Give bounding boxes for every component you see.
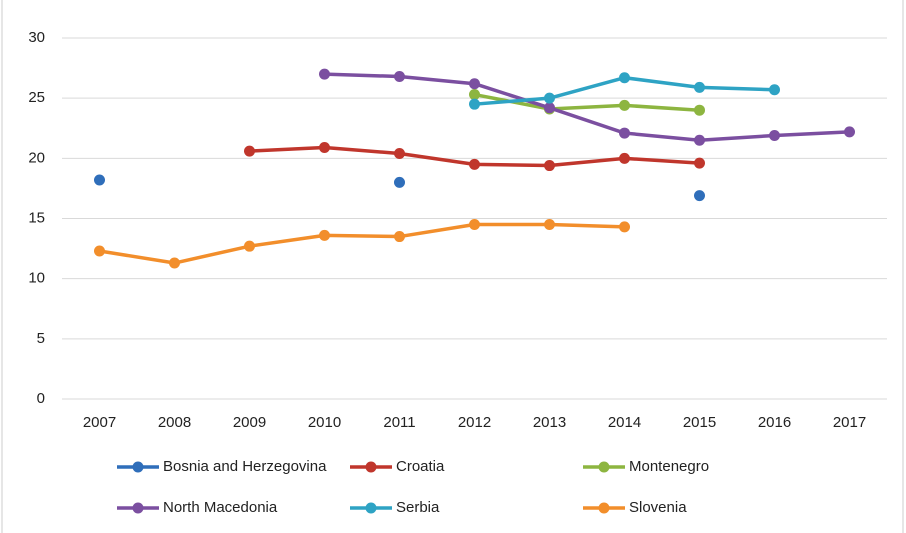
series-marker [619, 221, 630, 233]
series-marker [619, 72, 630, 84]
x-tick-label: 2015 [683, 414, 716, 431]
series-marker [694, 81, 705, 93]
legend-label: North Macedonia [163, 499, 278, 516]
x-tick-label: 2017 [833, 414, 866, 431]
series-marker [694, 190, 705, 202]
series-line [324, 72, 850, 143]
legend-marker [598, 461, 610, 473]
series-marker [394, 71, 405, 83]
series-marker [619, 127, 630, 139]
series-marker [469, 78, 480, 90]
x-tick-label: 2010 [308, 414, 341, 431]
series-marker [619, 99, 630, 111]
y-tick-label: 30 [28, 29, 45, 46]
series-marker [619, 152, 630, 164]
legend-marker [132, 461, 144, 473]
series-marker [319, 142, 330, 154]
y-tick-label: 15 [28, 209, 45, 226]
series-marker [769, 84, 780, 96]
series-marker [394, 148, 405, 160]
legend-marker [365, 461, 377, 473]
x-tick-label: 2008 [158, 414, 191, 431]
series-marker [244, 240, 255, 252]
series-marker [469, 158, 480, 170]
x-tick-label: 2013 [533, 414, 566, 431]
series-marker [469, 89, 480, 101]
x-tick-label: 2011 [383, 414, 415, 431]
series-marker [94, 245, 105, 257]
legend-label: Montenegro [629, 458, 709, 475]
series-marker [469, 219, 480, 231]
y-tick-label: 10 [28, 270, 45, 287]
series-marker [394, 176, 405, 188]
legend-marker [365, 502, 377, 514]
series-marker [694, 134, 705, 146]
series-marker [544, 160, 555, 172]
series-marker [769, 129, 780, 141]
y-tick-label: 20 [28, 149, 45, 166]
y-tick-label: 0 [37, 390, 45, 407]
series-marker [544, 219, 555, 231]
x-tick-label: 2012 [458, 414, 491, 431]
x-tick-label: 2009 [233, 414, 266, 431]
series-marker [694, 157, 705, 169]
series-marker [694, 104, 705, 116]
series-marker [394, 231, 405, 243]
y-tick-label: 5 [37, 330, 45, 347]
legend-label: Slovenia [629, 499, 687, 516]
series-marker [244, 145, 255, 157]
series-marker [844, 126, 855, 138]
series-marker [469, 98, 480, 110]
legend-marker [598, 502, 610, 514]
series-marker [94, 174, 105, 186]
x-tick-label: 2016 [758, 414, 791, 431]
series-marker [319, 68, 330, 80]
legend-label: Croatia [396, 458, 445, 475]
series-marker [319, 229, 330, 241]
series-marker [544, 92, 555, 104]
legend-label: Bosnia and Herzegovina [163, 458, 327, 475]
legend-label: Serbia [396, 499, 440, 516]
series-marker [169, 257, 180, 269]
x-tick-label: 2014 [608, 414, 641, 431]
x-tick-label: 2007 [83, 414, 116, 431]
series-line [99, 222, 625, 265]
legend-marker [132, 502, 144, 514]
y-tick-label: 25 [28, 89, 45, 106]
series-marker [544, 102, 555, 114]
